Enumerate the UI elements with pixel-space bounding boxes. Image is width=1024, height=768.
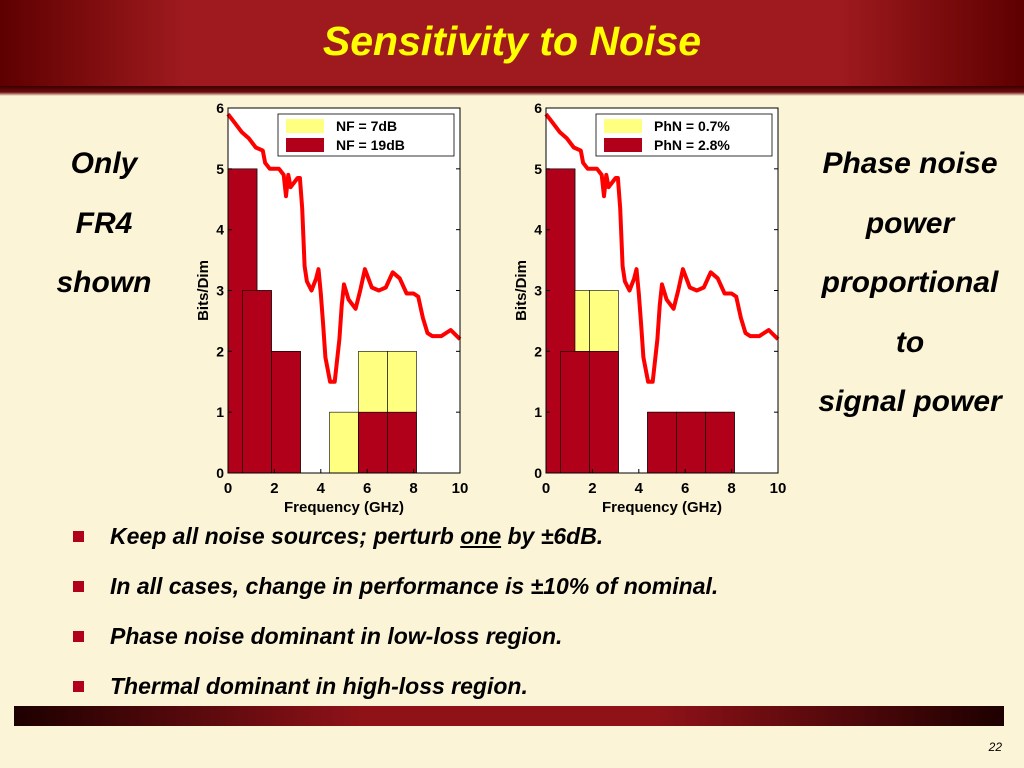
x-tick-label: 8 [727, 480, 735, 497]
bar [387, 411, 417, 474]
bullet-text: Keep all noise sources; perturb [110, 523, 461, 549]
y-tick-label: 2 [534, 343, 542, 359]
y-axis-label: Bits/Dim [513, 260, 530, 321]
bullet-text: Phase noise dominant in low-loss region. [110, 623, 563, 649]
left-note: Only FR4 shown [40, 134, 168, 313]
title-bar-shadow [0, 86, 1024, 96]
bullet-item: Phase noise dominant in low-loss region. [70, 616, 1010, 666]
bar [647, 411, 677, 474]
right-note-line: Phase noise [822, 147, 998, 180]
bar [705, 411, 735, 474]
legend-swatch [604, 119, 642, 133]
throughput-curve [226, 112, 462, 384]
x-tick-label: 2 [270, 480, 278, 497]
x-tick-label: 0 [224, 480, 232, 497]
bar [560, 351, 590, 474]
y-tick-label: 3 [216, 283, 224, 299]
bullet-marker [73, 681, 84, 692]
bullet-item: Thermal dominant in high-loss region. [70, 666, 1010, 716]
title-bar [0, 0, 1024, 86]
bar [242, 290, 272, 474]
x-tick-label: 6 [681, 480, 689, 497]
bar [676, 411, 706, 474]
chart-nf: 0 1 2 3 4 5 6 0 2 4 6 8 10 Frequency (GHz) Bits/Dim NF … [195, 100, 469, 516]
bar [329, 411, 359, 474]
legend-swatch [604, 138, 642, 152]
left-note-line: Only [70, 147, 138, 180]
y-tick-label: 3 [534, 283, 542, 299]
chart-phase-noise: 0 1 2 3 4 5 6 0 2 4 6 8 10 Frequency (GHz) Bits/Dim PhN… [513, 100, 787, 516]
legend-label: PhN = 0.7% [654, 118, 730, 134]
legend-label: PhN = 2.8% [654, 137, 730, 153]
bullet-text: In all cases, change in performance is ±… [110, 573, 719, 599]
bullet-text-underlined: one [460, 523, 502, 549]
bullet-marker [73, 531, 84, 542]
bar [358, 411, 388, 474]
y-tick-label: 2 [216, 343, 224, 359]
right-note-line: power [865, 206, 955, 240]
bullet-marker [73, 631, 84, 642]
y-tick-label: 0 [534, 465, 542, 481]
x-tick-label: 4 [317, 480, 326, 497]
y-tick-label: 5 [216, 161, 224, 177]
x-tick-label: 4 [635, 480, 644, 497]
x-axis-label: Frequency (GHz) [602, 499, 722, 516]
bullet-text: Thermal dominant in high-loss region. [110, 673, 528, 699]
bar [589, 351, 619, 474]
y-tick-label: 4 [216, 222, 224, 238]
y-tick-label: 1 [534, 404, 542, 420]
right-note-line: to [895, 325, 925, 359]
bullet-item: In all cases, change in performance is ±… [70, 566, 1010, 616]
legend-swatch [286, 138, 324, 152]
x-tick-label: 0 [542, 480, 550, 497]
legend-swatch [286, 119, 324, 133]
throughput-curve [544, 112, 780, 384]
bullet-item: Keep all noise sources; perturb one by ±… [70, 516, 1010, 566]
legend-label: NF = 7dB [336, 118, 397, 134]
slide-title: Sensitivity to Noise [322, 18, 702, 64]
bullet-marker [73, 581, 84, 592]
bullet-list: Keep all noise sources; perturb one by ±… [70, 516, 1010, 716]
y-tick-label: 4 [534, 222, 542, 238]
y-tick-label: 0 [216, 465, 224, 481]
x-tick-label: 10 [452, 480, 469, 497]
x-tick-label: 6 [363, 480, 371, 497]
page-number: 22 [988, 740, 1002, 754]
x-axis-label: Frequency (GHz) [284, 499, 404, 516]
legend-label: NF = 19dB [336, 137, 405, 153]
bullet-text: by ±6dB. [501, 523, 604, 549]
right-note-line: signal power [818, 385, 1002, 418]
y-axis-label: Bits/Dim [195, 260, 212, 321]
x-tick-label: 10 [770, 480, 787, 497]
right-note-line: proportional [821, 266, 999, 299]
y-tick-label: 6 [216, 100, 224, 116]
left-note-line: FR4 [75, 206, 133, 240]
right-note: Phase noise power proportional to signal… [796, 134, 1024, 432]
bar [271, 351, 301, 474]
left-note-line: shown [56, 266, 152, 299]
y-tick-label: 5 [534, 161, 542, 177]
footer-bar [14, 706, 1004, 726]
x-tick-label: 8 [409, 480, 417, 497]
x-tick-label: 2 [588, 480, 596, 497]
y-tick-label: 6 [534, 100, 542, 116]
y-tick-label: 1 [216, 404, 224, 420]
